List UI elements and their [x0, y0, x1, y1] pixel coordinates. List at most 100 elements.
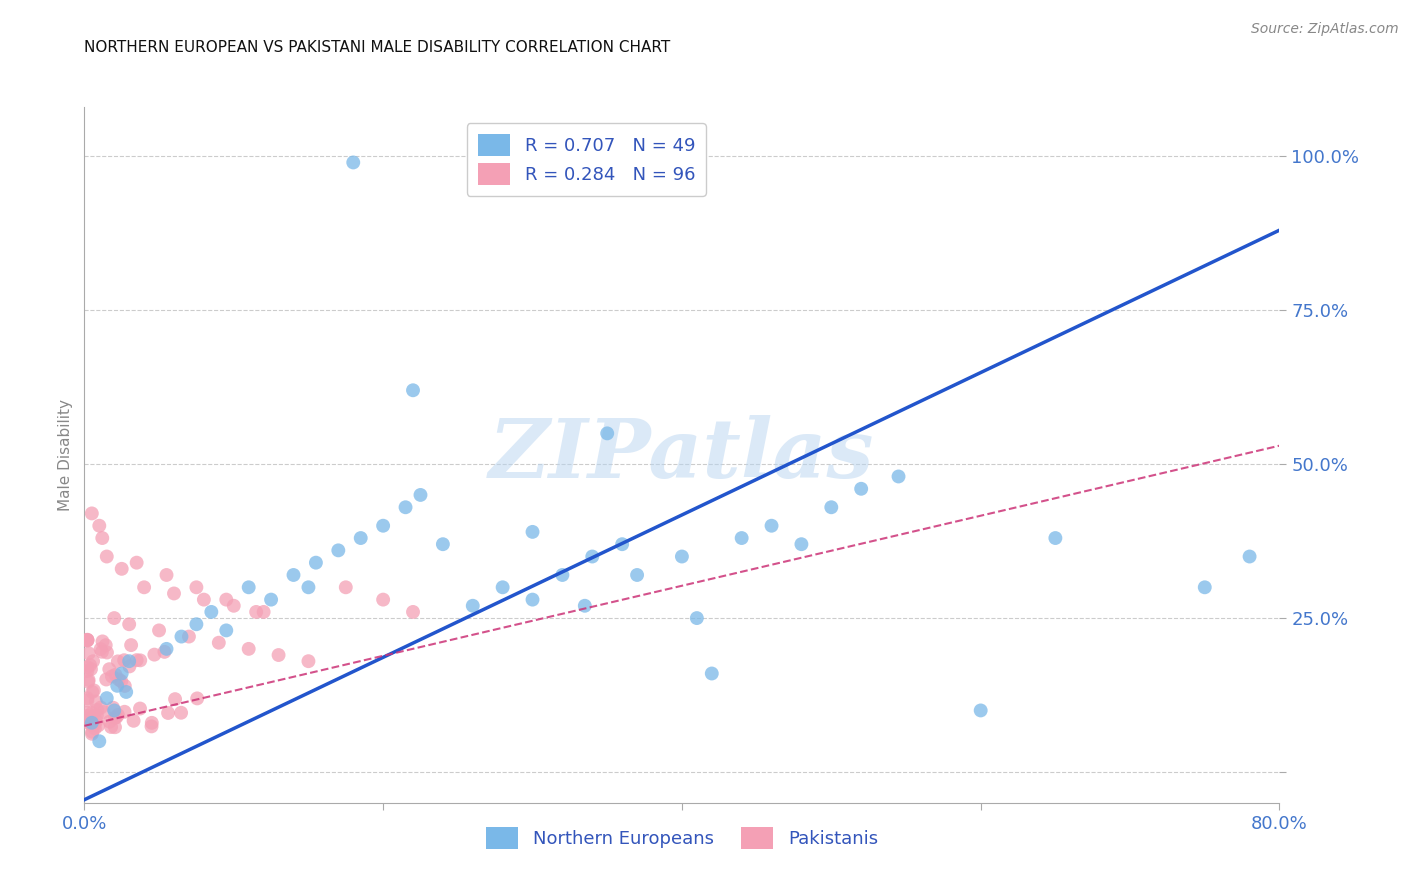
Point: [107, 673, 129, 687]
Point: [76, 633, 98, 648]
Point: [105, 679, 128, 693]
Point: [342, 155, 364, 169]
Point: [141, 719, 163, 733]
Point: [76, 633, 98, 648]
Point: [193, 592, 215, 607]
Point: [170, 706, 193, 720]
Point: [94, 638, 117, 652]
Point: [186, 617, 208, 632]
Point: [612, 537, 634, 551]
Point: [200, 605, 222, 619]
Point: [76, 632, 98, 647]
Point: [155, 568, 177, 582]
Point: [91, 645, 114, 659]
Point: [129, 653, 152, 667]
Point: [103, 703, 125, 717]
Text: ZIPatlas: ZIPatlas: [489, 415, 875, 495]
Point: [671, 549, 693, 564]
Point: [129, 701, 152, 715]
Point: [238, 641, 260, 656]
Point: [79, 658, 101, 673]
Point: [80, 662, 103, 676]
Point: [335, 580, 357, 594]
Point: [596, 426, 619, 441]
Point: [80, 706, 103, 720]
Point: [790, 537, 813, 551]
Point: [125, 653, 148, 667]
Point: [101, 669, 124, 683]
Point: [86, 708, 108, 723]
Point: [492, 580, 515, 594]
Point: [970, 703, 993, 717]
Point: [118, 654, 141, 668]
Point: [574, 599, 596, 613]
Point: [107, 708, 129, 723]
Point: [80, 717, 103, 731]
Point: [581, 549, 603, 564]
Point: [305, 556, 328, 570]
Point: [409, 488, 432, 502]
Point: [215, 592, 238, 607]
Point: [83, 717, 105, 731]
Point: [80, 727, 103, 741]
Y-axis label: Male Disability: Male Disability: [58, 399, 73, 511]
Point: [297, 654, 319, 668]
Point: [238, 580, 260, 594]
Point: [82, 685, 104, 699]
Point: [111, 562, 134, 576]
Point: [373, 592, 395, 607]
Point: [89, 518, 111, 533]
Point: [96, 646, 118, 660]
Point: [402, 605, 425, 619]
Point: [77, 673, 100, 687]
Point: [96, 549, 118, 564]
Point: [96, 691, 118, 706]
Point: [148, 624, 170, 638]
Point: [208, 636, 231, 650]
Point: [77, 646, 100, 660]
Text: Source: ZipAtlas.com: Source: ZipAtlas.com: [1251, 22, 1399, 37]
Point: [887, 469, 910, 483]
Point: [222, 599, 245, 613]
Point: [114, 705, 136, 719]
Point: [118, 659, 141, 673]
Point: [84, 694, 107, 708]
Point: [93, 705, 115, 719]
Legend: Northern Europeans, Pakistanis: Northern Europeans, Pakistanis: [478, 820, 886, 856]
Point: [132, 580, 156, 594]
Point: [76, 715, 98, 730]
Point: [80, 713, 103, 727]
Point: [103, 611, 125, 625]
Point: [84, 714, 107, 728]
Point: [551, 568, 574, 582]
Point: [82, 654, 104, 668]
Point: [731, 531, 754, 545]
Point: [141, 715, 163, 730]
Point: [90, 700, 112, 714]
Point: [186, 691, 208, 706]
Point: [461, 599, 484, 613]
Point: [96, 673, 118, 687]
Point: [1045, 531, 1067, 545]
Point: [170, 630, 193, 644]
Point: [91, 531, 114, 545]
Point: [80, 715, 103, 730]
Point: [114, 679, 136, 693]
Point: [82, 724, 104, 739]
Point: [76, 660, 98, 674]
Point: [100, 720, 122, 734]
Point: [76, 709, 98, 723]
Point: [125, 556, 148, 570]
Point: [118, 617, 141, 632]
Point: [107, 654, 129, 668]
Text: NORTHERN EUROPEAN VS PAKISTANI MALE DISABILITY CORRELATION CHART: NORTHERN EUROPEAN VS PAKISTANI MALE DISA…: [84, 40, 671, 55]
Point: [122, 714, 145, 728]
Point: [77, 674, 100, 689]
Point: [98, 662, 121, 676]
Point: [87, 718, 110, 732]
Point: [851, 482, 873, 496]
Point: [80, 711, 103, 725]
Point: [83, 683, 105, 698]
Point: [253, 605, 276, 619]
Point: [104, 711, 127, 725]
